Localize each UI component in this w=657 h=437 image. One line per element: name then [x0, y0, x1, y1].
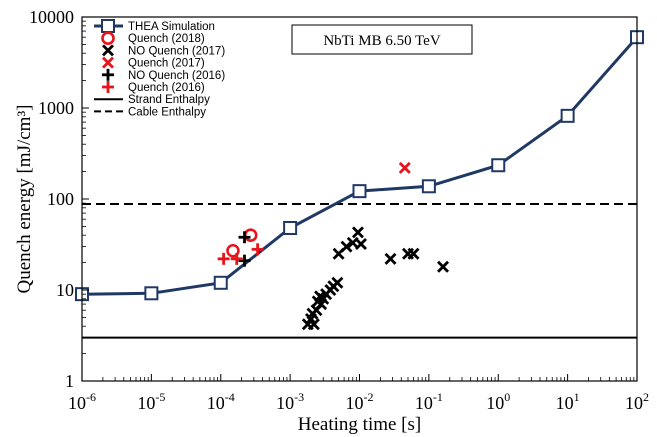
- marker-circle: [101, 31, 115, 46]
- x-tick-label: 10-3: [276, 390, 304, 413]
- series-no-quench-2016-point: [238, 254, 251, 267]
- y-tick-label: 100: [47, 189, 74, 209]
- legend-label: Cable Enthalpy: [128, 106, 206, 118]
- marker-x-stroke: [102, 44, 114, 57]
- legend-marker: [102, 81, 114, 93]
- series-no-quench-2017-point: [331, 276, 344, 289]
- marker-square: [560, 108, 575, 123]
- x-tick-label: 101: [556, 390, 580, 413]
- x-tick-label: 100: [486, 390, 510, 413]
- legend-label: NO Quench (2017): [128, 45, 225, 57]
- x-tick-label: 102: [625, 390, 649, 413]
- marker-x-stroke: [407, 247, 420, 260]
- marker-square: [213, 275, 228, 290]
- series-quench-2016-point: [217, 252, 230, 265]
- x-tick-label: 10-5: [137, 390, 165, 413]
- marker-square: [283, 221, 298, 236]
- marker-x-stroke: [307, 318, 320, 331]
- legend-marker: [101, 31, 115, 46]
- annotation-box: NbTi MB 6.50 TeV: [291, 24, 473, 55]
- series-quench-2018-point: [243, 228, 258, 243]
- marker-x-stroke: [331, 276, 344, 289]
- series-no-quench-2017-point: [351, 226, 364, 239]
- series-quench-2016-point: [251, 243, 264, 256]
- y-tick-label: 10000: [29, 7, 74, 27]
- marker-circle: [226, 243, 240, 258]
- marker-x-stroke: [351, 226, 364, 239]
- annotation-frame: [291, 24, 473, 55]
- legend-marker: [102, 68, 114, 81]
- marker-square: [101, 19, 115, 33]
- marker-x-stroke: [340, 240, 353, 253]
- marker-square: [491, 158, 506, 173]
- marker-x-stroke: [398, 161, 411, 174]
- series-no-quench-2017-point: [384, 252, 397, 265]
- marker-x-stroke: [354, 238, 367, 251]
- legend-marker: [102, 44, 114, 57]
- series-no-quench-2017-point: [437, 260, 450, 273]
- series-quench-2017-point: [398, 161, 411, 174]
- series-thea-simulation-point: [421, 179, 436, 194]
- series-thea-simulation-point: [352, 184, 367, 199]
- legend-entry: THEA Simulation: [94, 19, 215, 33]
- series-no-quench-2016: [238, 231, 251, 267]
- legend-entry: Quench (2018): [101, 31, 205, 46]
- marker-square: [421, 179, 436, 194]
- series-no-quench-2017: [301, 226, 450, 331]
- series-quench-2017: [398, 161, 411, 174]
- legend-label: Quench (2016): [128, 82, 205, 94]
- series-no-quench-2017-point: [340, 240, 353, 253]
- legend-label: Strand Enthalpy: [128, 94, 210, 106]
- legend-entry: NO Quench (2016): [102, 68, 225, 82]
- legend-label: Quench (2017): [128, 58, 205, 70]
- y-tick-label: 1: [65, 371, 74, 391]
- marker-square: [144, 286, 159, 301]
- x-axis-title: Heating time [s]: [298, 414, 421, 435]
- legend-label: NO Quench (2016): [128, 70, 225, 82]
- legend-label: THEA Simulation: [128, 21, 215, 33]
- marker-x-stroke: [437, 260, 450, 273]
- legend-entry: Strand Enthalpy: [94, 94, 210, 106]
- x-tick-label: 10-4: [207, 390, 235, 413]
- legend-label: Quench (2018): [128, 33, 205, 45]
- legend-entry: Quench (2017): [102, 56, 205, 70]
- series-no-quench-2017-point: [307, 318, 320, 331]
- series-thea-simulation-point: [213, 275, 228, 290]
- marker-square: [352, 184, 367, 199]
- marker-x-stroke: [102, 56, 114, 69]
- series-no-quench-2016-point: [238, 231, 251, 244]
- legend-entry: NO Quench (2017): [102, 44, 225, 57]
- series-quench-2016: [217, 243, 264, 265]
- legend-marker: [102, 56, 114, 69]
- marker-x-stroke: [384, 252, 397, 265]
- x-tick-label: 10-6: [68, 390, 96, 413]
- y-tick-label: 10: [56, 280, 74, 300]
- series-thea-simulation-point: [283, 221, 298, 236]
- series-quench-2018-point: [226, 243, 240, 258]
- x-tick-label: 10-2: [346, 390, 374, 413]
- y-tick-label: 1000: [38, 98, 74, 118]
- series-quench-2016-point: [230, 252, 243, 265]
- legend-marker: [101, 19, 115, 33]
- series-no-quench-2017-point: [407, 247, 420, 260]
- series-thea-simulation-point: [491, 158, 506, 173]
- legend-entry: Quench (2016): [102, 81, 205, 94]
- series-quench-2018: [226, 228, 258, 258]
- x-tick-label: 10-1: [415, 390, 443, 413]
- series-thea-simulation-point: [144, 286, 159, 301]
- plot-area: [75, 30, 644, 339]
- annotation-text: NbTi MB 6.50 TeV: [323, 33, 440, 49]
- legend-entry: Cable Enthalpy: [94, 106, 206, 118]
- axes: 10-6 10-5 10-4 10-3 10-2 10-1 100 101 102 1 10 100 1…: [14, 7, 649, 435]
- series-thea-simulation-point: [560, 108, 575, 123]
- marker-circle: [243, 228, 258, 243]
- series-no-quench-2017-point: [354, 238, 367, 251]
- y-axis-title: Quench energy [mJ/cm³]: [14, 105, 35, 294]
